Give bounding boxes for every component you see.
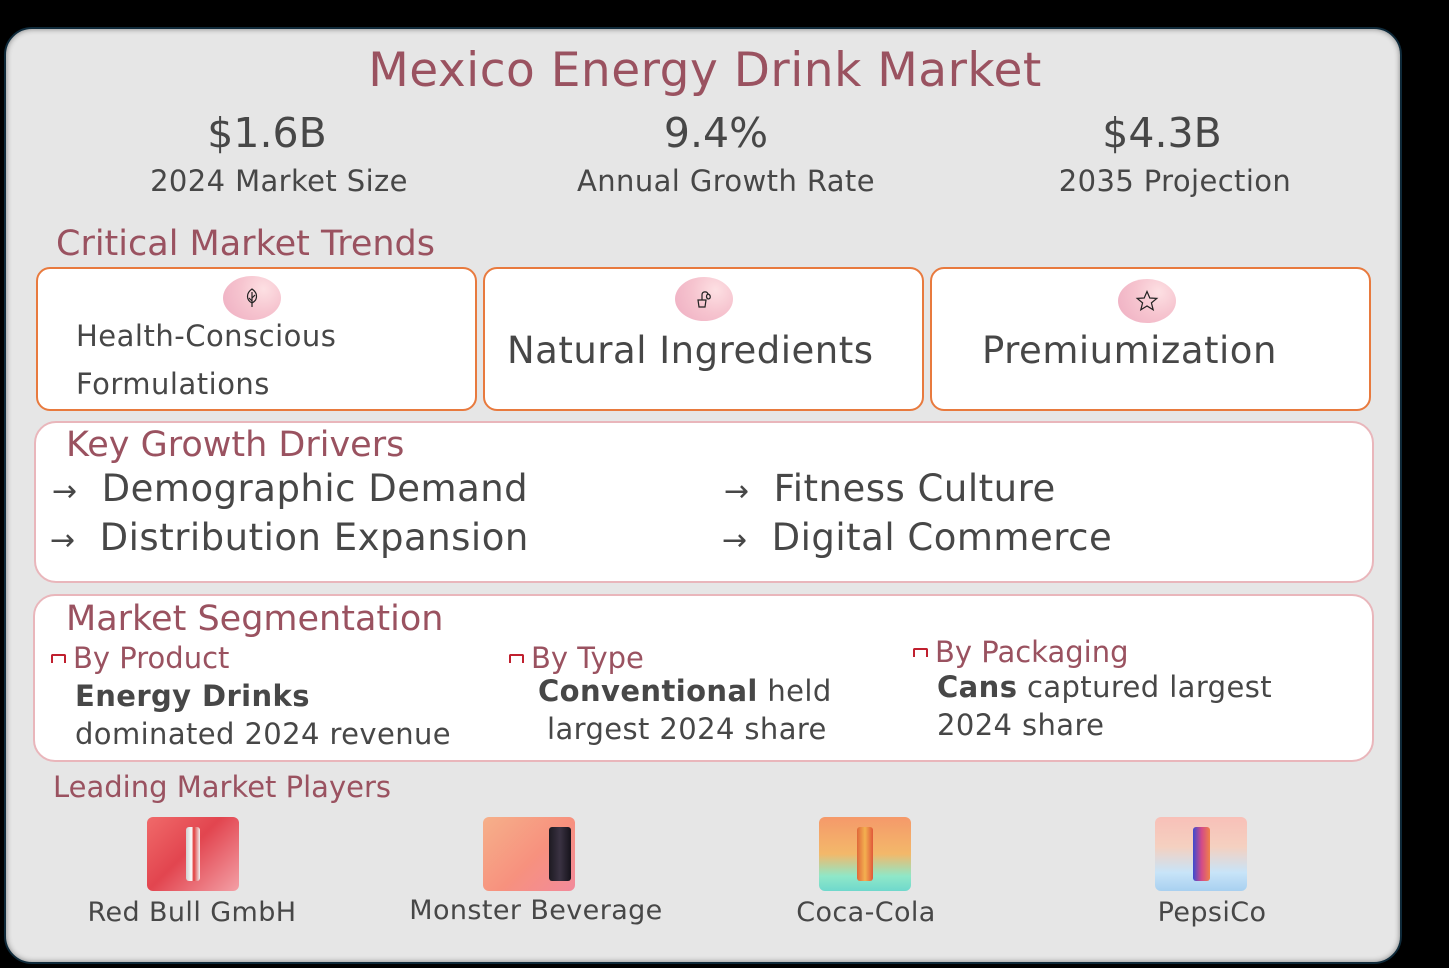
trend-card-health: Health-Conscious Formulations [36, 267, 477, 411]
segment-text-line1: Conventional held [538, 674, 832, 708]
bullet-icon [51, 653, 66, 663]
segment-text-line2: 2024 share [937, 708, 1105, 742]
player-name: PepsiCo [1157, 897, 1267, 928]
infographic-panel: Mexico Energy Drink Market $1.6B 2024 Ma… [4, 27, 1402, 964]
player-name: Coca-Cola [796, 897, 936, 928]
segment-text-line1: Cans captured largest [937, 670, 1272, 704]
arrow-right-icon: → [52, 474, 78, 509]
arrow-right-icon: → [724, 474, 750, 509]
trend-label-line1: Health-Conscious [76, 319, 337, 353]
bullet-icon [509, 653, 524, 663]
trend-card-premium: Premiumization [930, 267, 1371, 411]
segment-title-type: By Type [509, 641, 644, 675]
stat-value-market-size: $1.6B [207, 109, 327, 157]
segmentation-box: Market Segmentation By Product Energy Dr… [33, 594, 1374, 762]
arrow-right-icon: → [722, 523, 748, 558]
segment-text-line2: largest 2024 share [547, 712, 827, 746]
driver-item: → Fitness Culture [724, 467, 1056, 510]
growth-drivers-box: Key Growth Drivers → Demographic Demand →… [34, 421, 1374, 583]
segmentation-heading: Market Segmentation [66, 599, 444, 639]
leaf-icon [223, 276, 281, 320]
driver-item: → Distribution Expansion [50, 516, 529, 559]
star-icon [1118, 279, 1176, 323]
trend-label: Premiumization [982, 329, 1277, 372]
red-bull-can-image [147, 817, 239, 891]
stat-value-growth-rate: 9.4% [663, 109, 769, 157]
player-name: Monster Beverage [409, 895, 663, 926]
bullet-icon [913, 647, 928, 657]
stat-label-growth-rate: Annual Growth Rate [577, 164, 875, 198]
segment-text-line2: dominated 2024 revenue [75, 717, 452, 751]
monster-can-image [483, 817, 575, 891]
players-heading: Leading Market Players [53, 770, 391, 804]
potted-plant-icon [675, 277, 733, 321]
driver-item: → Demographic Demand [52, 467, 529, 510]
drivers-heading: Key Growth Drivers [66, 425, 405, 465]
driver-item: → Digital Commerce [722, 516, 1113, 559]
coca-cola-can-image [819, 817, 911, 891]
arrow-right-icon: → [50, 523, 76, 558]
player-name: Red Bull GmbH [87, 897, 297, 928]
stat-label-projection: 2035 Projection [1058, 164, 1292, 198]
trend-label-line2: Formulations [76, 367, 270, 401]
page-title: Mexico Energy Drink Market [368, 43, 1042, 98]
trend-label: Natural Ingredients [507, 329, 874, 372]
trends-heading: Critical Market Trends [56, 224, 436, 264]
trend-card-natural: Natural Ingredients [483, 267, 924, 411]
pepsi-can-image [1155, 817, 1247, 891]
stat-label-market-size: 2024 Market Size [150, 164, 408, 198]
segment-title-packaging: By Packaging [913, 635, 1128, 669]
stat-value-projection: $4.3B [1102, 109, 1222, 157]
segment-title-product: By Product [51, 641, 229, 675]
segment-text-line1: Energy Drinks [75, 679, 310, 713]
